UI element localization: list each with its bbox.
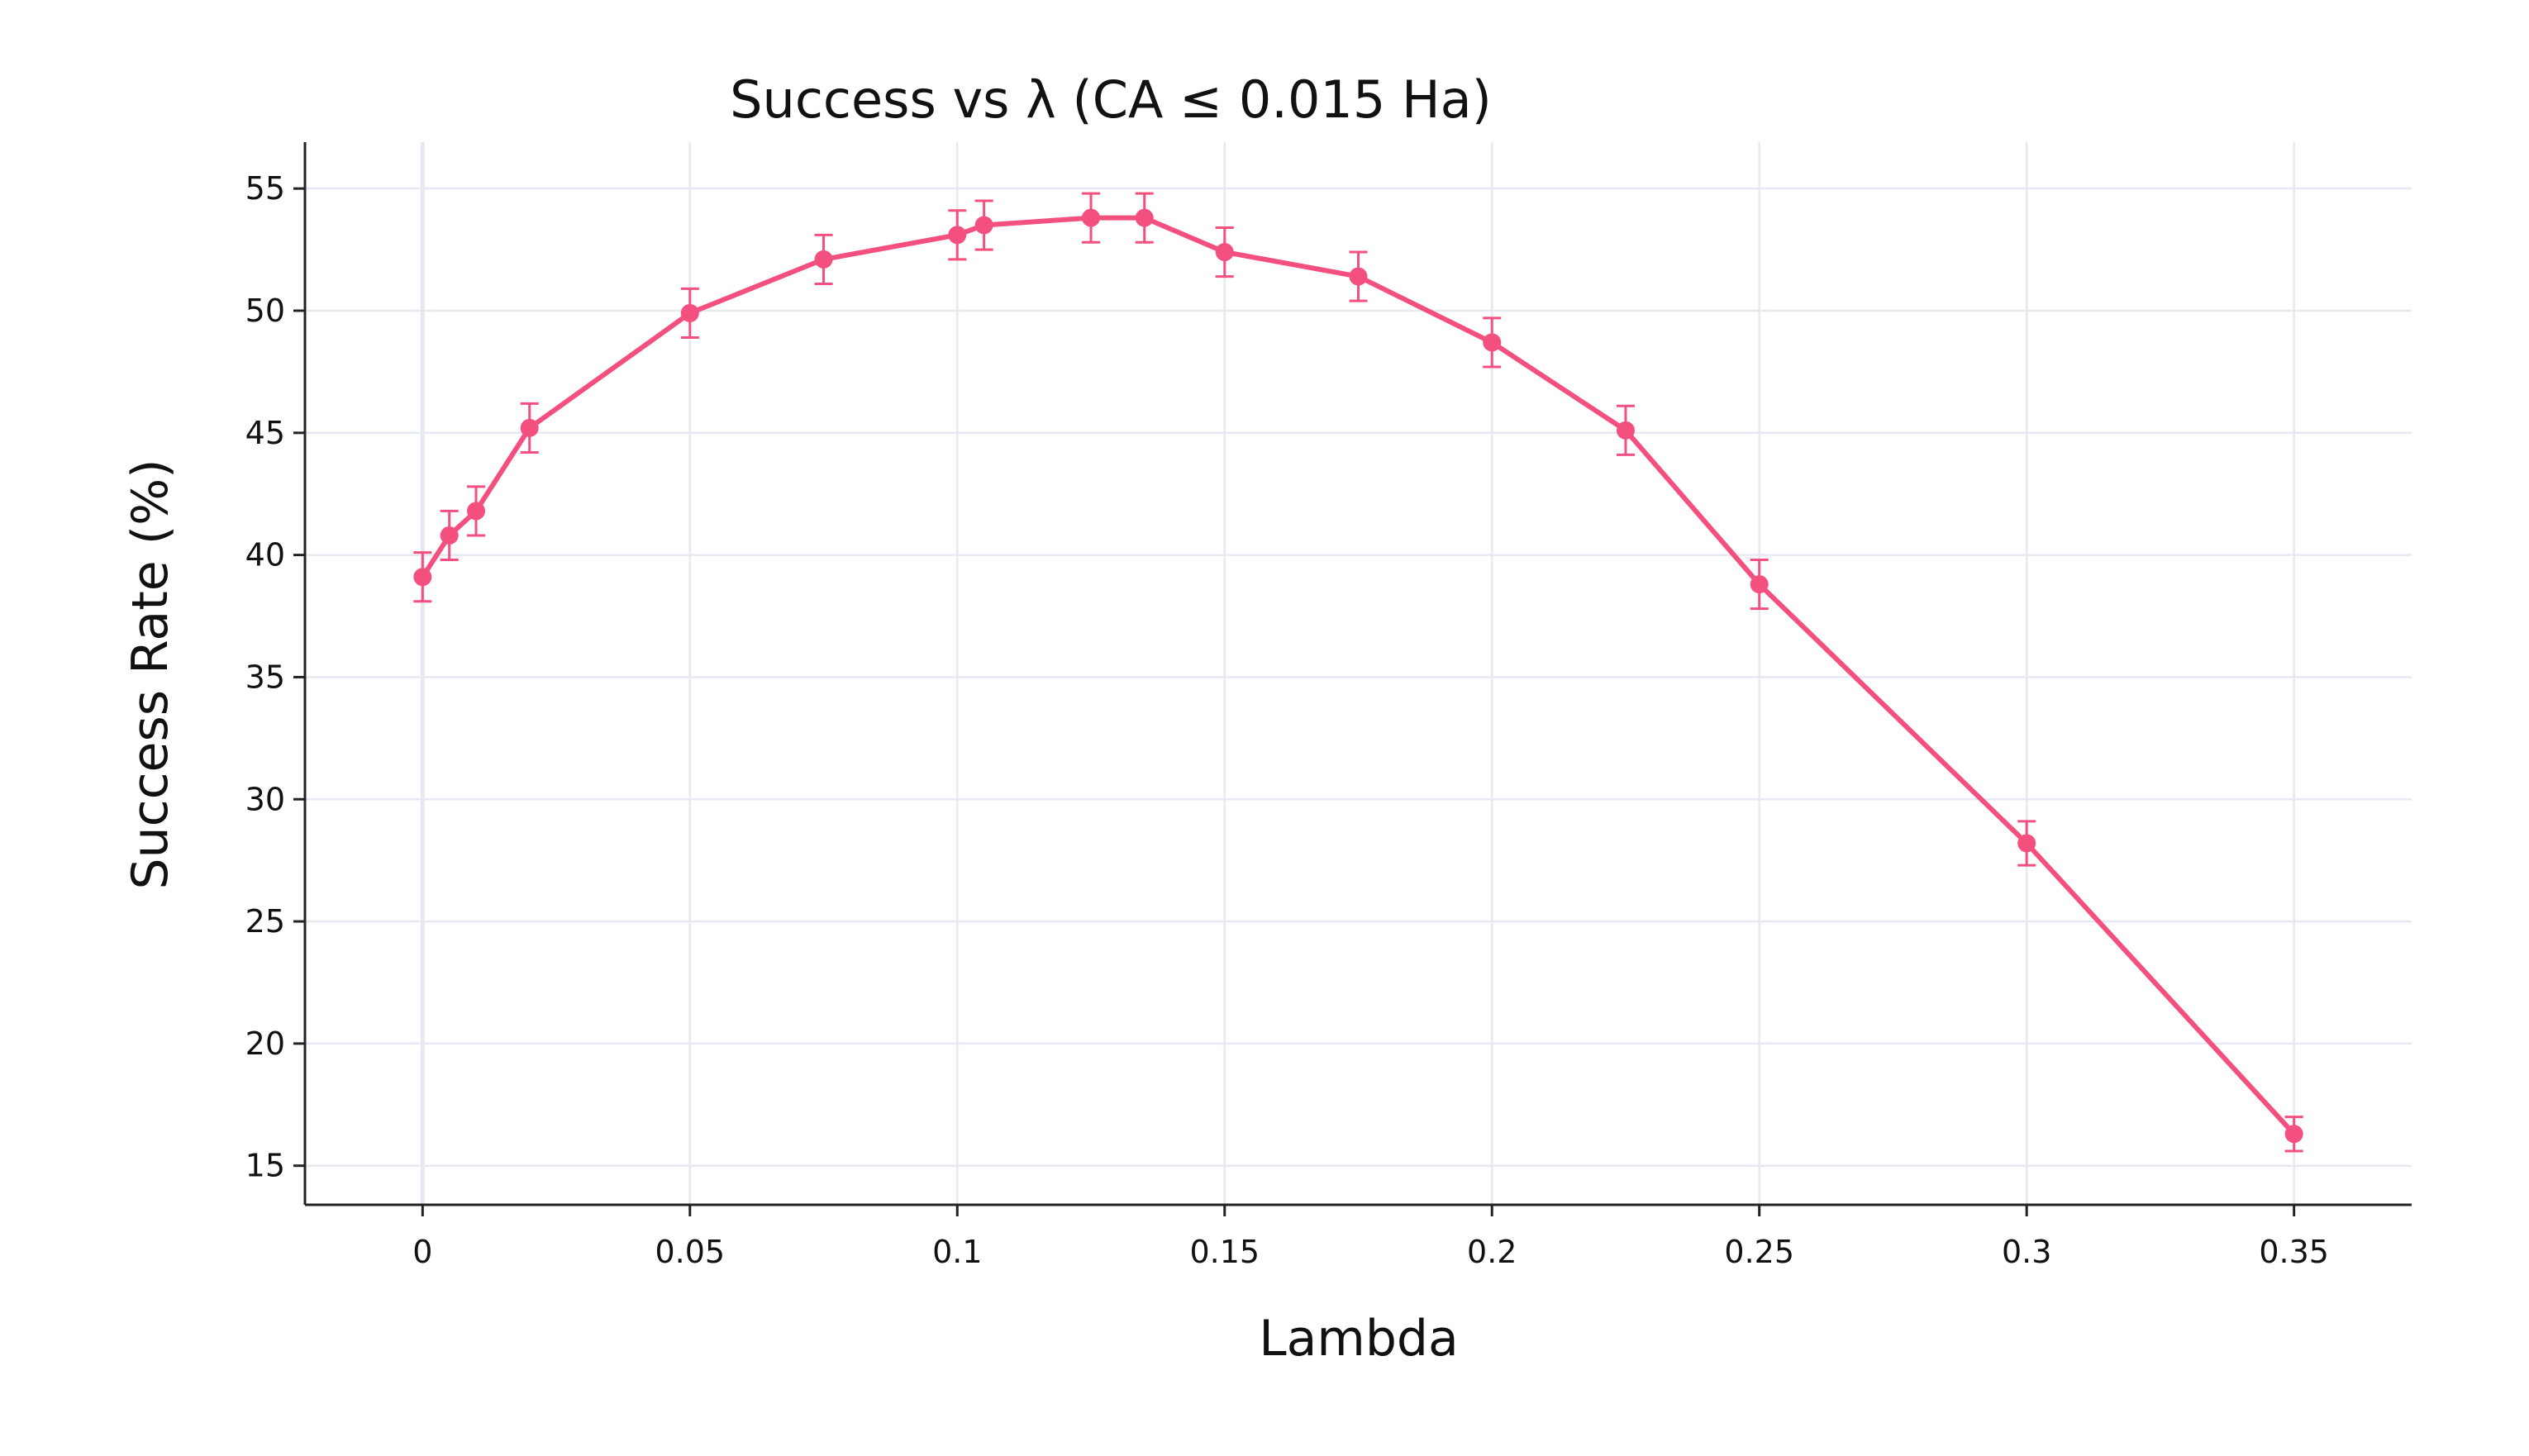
data-point [1616, 421, 1635, 440]
data-point [1082, 208, 1101, 227]
data-point [1349, 267, 1368, 286]
data-point [440, 526, 459, 545]
y-tick-label: 40 [245, 537, 285, 573]
chart-title: Success vs λ (CA ≤ 0.015 Ha) [730, 69, 1492, 130]
x-tick-label: 0.25 [1724, 1234, 1794, 1270]
data-point [974, 216, 993, 235]
x-tick-label: 0.05 [655, 1234, 726, 1270]
data-point [413, 568, 432, 587]
labels-layer: Success vs λ (CA ≤ 0.015 Ha) Lambda Succ… [121, 69, 1492, 1368]
data-point [1750, 575, 1769, 594]
data-point [467, 502, 486, 521]
data-point [2017, 834, 2036, 853]
x-tick-label: 0.35 [2259, 1234, 2329, 1270]
series-layer [413, 192, 2303, 1153]
data-point [1215, 243, 1234, 262]
data-point [814, 250, 833, 269]
data-point [680, 303, 699, 322]
data-point [1135, 208, 1154, 227]
y-tick-label: 25 [245, 903, 285, 940]
data-point [948, 226, 967, 245]
axes: 0 0.05 0.1 0.15 0.2 0.25 0.3 0.35 15 20 25 30 35 40 45… [245, 142, 2412, 1270]
y-tick-label: 45 [245, 415, 285, 451]
y-tick-label: 55 [245, 170, 285, 207]
data-point [520, 418, 539, 437]
grid [305, 142, 2412, 1205]
y-tick-label: 15 [245, 1148, 285, 1184]
data-point [1483, 333, 1502, 352]
y-tick-label: 35 [245, 659, 285, 695]
y-tick-label: 20 [245, 1025, 285, 1062]
x-tick-label: 0.15 [1189, 1234, 1260, 1270]
x-tick-label: 0.1 [932, 1234, 982, 1270]
y-tick-label: 30 [245, 781, 285, 817]
y-axis-label: Success Rate (%) [121, 459, 179, 889]
x-tick-label: 0 [412, 1234, 432, 1270]
y-tick-label: 50 [245, 293, 285, 329]
data-point [2284, 1125, 2303, 1144]
x-axis-label: Lambda [1259, 1310, 1459, 1368]
x-tick-label: 0.2 [1467, 1234, 1517, 1270]
x-tick-label: 0.3 [2002, 1234, 2051, 1270]
